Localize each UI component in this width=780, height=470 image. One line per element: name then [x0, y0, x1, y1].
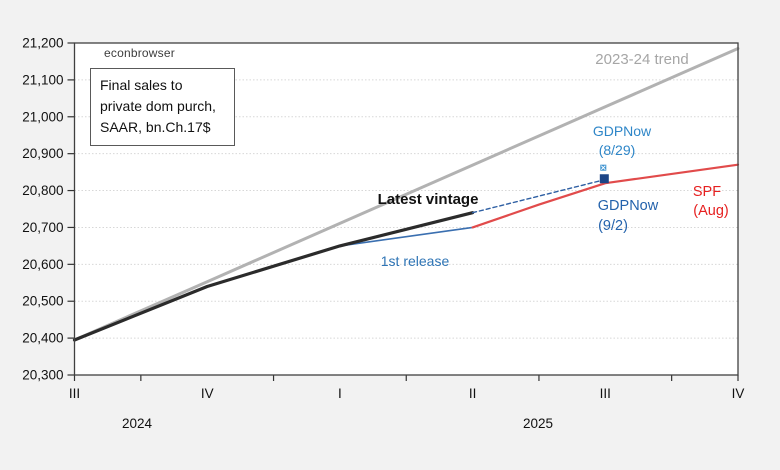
y-tick-label: 21,100 [22, 72, 63, 87]
annotation-latest-vintage-label: Latest vintage [378, 191, 479, 208]
y-tick-label: 20,800 [22, 183, 63, 198]
x-tick-label: II [469, 386, 477, 401]
annotation-trend-label: 2023-24 trend [595, 51, 688, 68]
y-tick-label: 20,500 [22, 294, 63, 309]
annotation-spf-label-1: SPF [693, 184, 721, 200]
y-tick-label: 20,300 [22, 368, 63, 383]
y-tick-label: 20,600 [22, 257, 63, 272]
series-first-release [339, 226, 474, 247]
note-box-line: SAAR, bn.Ch.17$ [100, 119, 211, 135]
annotation-spf-label-2: (Aug) [693, 203, 728, 219]
note-box: Final sales to private dom purch, SAAR, … [90, 68, 235, 146]
annotation-first-release-label: 1st release [381, 253, 450, 269]
y-tick-label: 20,400 [22, 331, 63, 346]
y-tick-label: 20,900 [22, 146, 63, 161]
annotation-gdpnow-92-label-2: (9/2) [598, 218, 628, 234]
x-tick-label: IV [732, 386, 745, 401]
annotation-gdpnow-829-label-2: (8/29) [599, 142, 636, 158]
series-spf [471, 163, 740, 229]
y-tick-label: 21,000 [22, 109, 63, 124]
marker-gdpnow-92 [599, 174, 609, 184]
note-box-line: private dom purch, [100, 98, 216, 114]
x-tick-label: IV [201, 386, 214, 401]
series-latest-vintage [72, 211, 475, 342]
marker-gdpnow-829-x [600, 165, 606, 171]
annotation-gdpnow-92-label-1: GDPNow [598, 198, 659, 214]
plot-border [73, 42, 739, 376]
x-tick-label: III [69, 386, 80, 401]
y-tick-label: 21,200 [22, 36, 63, 51]
watermark: econbrowser [104, 46, 175, 60]
x-tick-label: I [338, 386, 342, 401]
series-trend [73, 47, 740, 342]
x-tick-label: III [600, 386, 611, 401]
y-tick-label: 20,700 [22, 220, 63, 235]
series-gdpnow-path [471, 178, 606, 214]
note-box-line: Final sales to [100, 77, 183, 93]
x-year-label: 2024 [122, 416, 153, 431]
x-year-label: 2025 [523, 416, 553, 431]
annotation-gdpnow-829-label-1: GDPNow [593, 123, 652, 139]
